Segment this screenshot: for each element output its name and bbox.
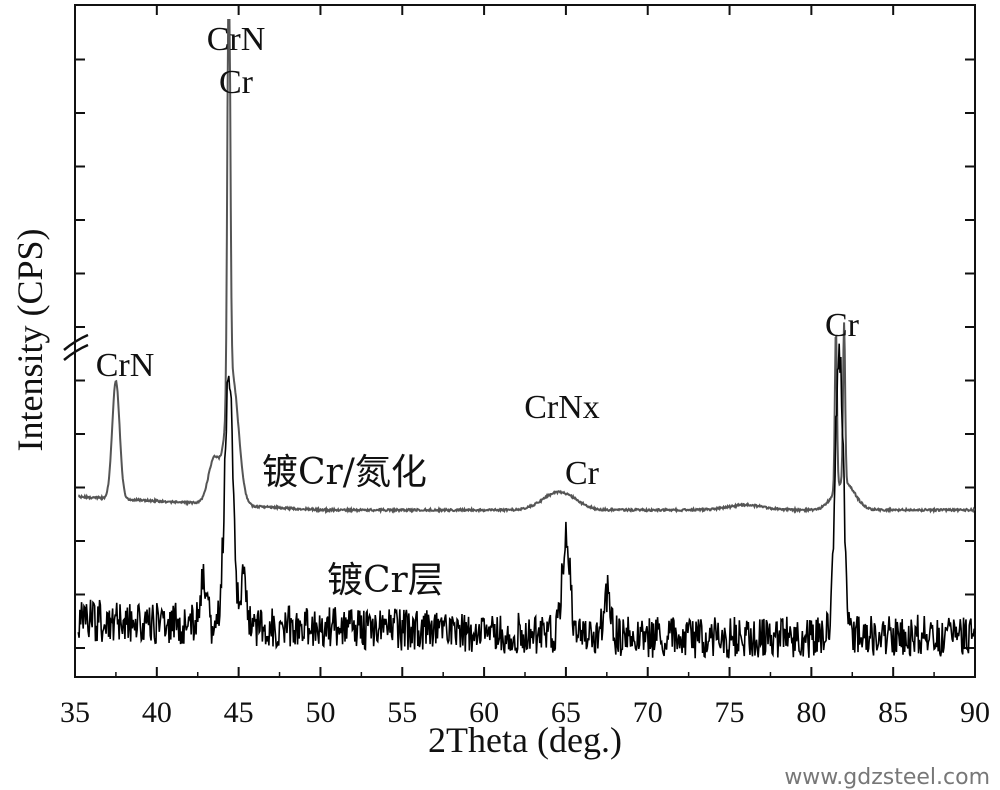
curves xyxy=(77,19,976,659)
series-label-cr-layer: 镀Cr层 xyxy=(327,560,444,601)
x-tick-label: 80 xyxy=(796,696,826,729)
x-tick-label: 50 xyxy=(305,696,335,729)
x-tick-label: 35 xyxy=(60,696,90,729)
peak-label-cr-44: Cr xyxy=(219,64,254,101)
x-tick-label: 65 xyxy=(551,696,581,729)
peak-label-cr-65: Cr xyxy=(565,455,600,492)
x-tick-label: 45 xyxy=(224,696,254,729)
peak-label-crn-37: CrN xyxy=(96,347,155,384)
peak-label-cr-82: Cr xyxy=(825,307,860,344)
x-tick-label: 90 xyxy=(960,696,990,729)
series-label-nitrided: 镀Cr/氮化 xyxy=(262,452,427,493)
x-tick-label: 40 xyxy=(142,696,172,729)
watermark: www.gdzsteel.com xyxy=(784,765,990,790)
series-line-cr-layer xyxy=(77,343,976,659)
series-line-nitrided xyxy=(78,19,976,515)
peak-label-crnx-65: CrNx xyxy=(524,389,600,426)
x-tick-label: 70 xyxy=(633,696,663,729)
x-tick-label: 60 xyxy=(469,696,499,729)
x-axis-title: 2Theta (deg.) xyxy=(428,720,622,760)
x-tick-label: 75 xyxy=(715,696,745,729)
peak-label-crn-44: CrN xyxy=(207,21,266,58)
x-tick-label: 55 xyxy=(387,696,417,729)
x-tick-label: 85 xyxy=(878,696,908,729)
x-axis-ticks: 35 40 45 50 55 60 65 70 75 80 85 90 xyxy=(60,5,990,729)
axis-break-mark xyxy=(63,333,89,361)
y-axis-ticks xyxy=(75,58,975,649)
y-axis-title: Intensity (CPS) xyxy=(10,228,50,451)
